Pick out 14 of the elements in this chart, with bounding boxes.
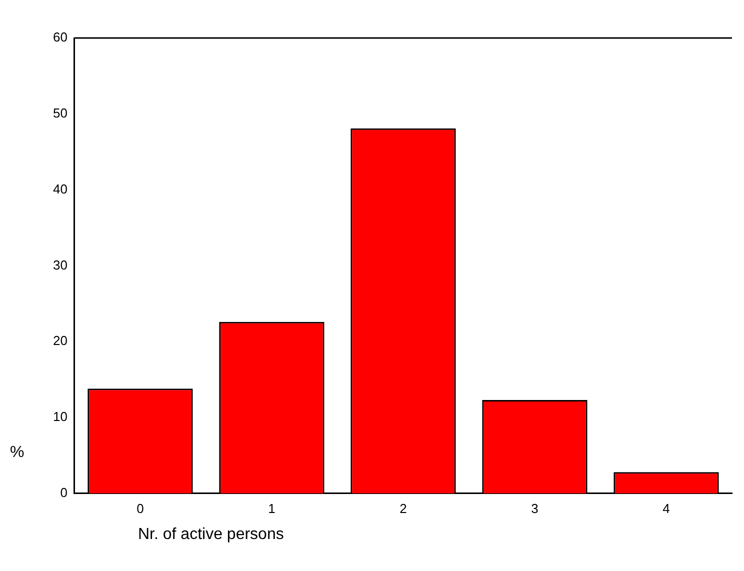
x-tick-label: 3 [531,500,538,516]
y-tick-label: 60 [52,30,68,45]
x-tick-label: 2 [400,500,407,516]
y-tick-label: 50 [52,105,68,120]
x-tick-label: 4 [662,500,670,516]
y-tick-label: 40 [52,181,68,196]
x-axis-title: Nr. of active persons [138,526,284,544]
y-axis-title: % [10,444,24,462]
y-tick-label: 0 [60,484,68,500]
y-tick-label: 30 [52,257,68,272]
x-tick-label: 0 [136,500,144,516]
y-tick-label: 10 [52,409,68,424]
y-tick-label: 20 [52,333,68,348]
x-tick-label: 1 [268,500,276,516]
